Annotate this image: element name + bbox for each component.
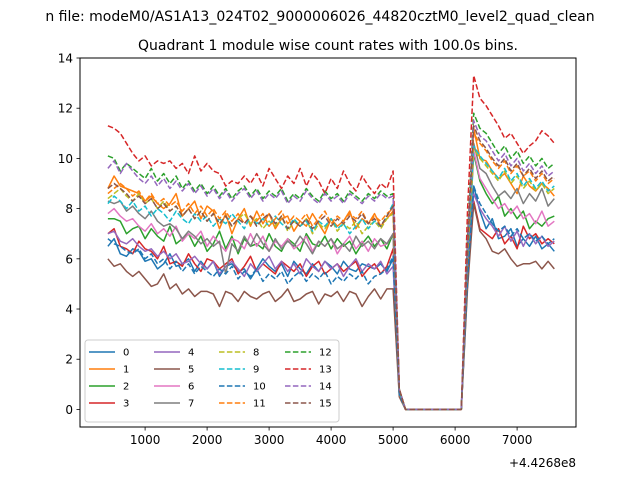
series-line-13 [107, 74, 555, 411]
legend-label-10: 10 [253, 382, 266, 393]
legend-frame [84, 339, 340, 423]
chart-title: Quadrant 1 module wise count rates with … [138, 38, 518, 54]
x-tick-label: 4000 [316, 433, 347, 447]
y-tick-label: 12 [58, 102, 73, 116]
plot-frame [79, 57, 577, 428]
legend-label-0: 0 [123, 348, 129, 359]
legend-label-3: 3 [123, 399, 129, 410]
series-line-15 [107, 125, 555, 411]
legend-label-5: 5 [188, 365, 194, 376]
series-line-5 [107, 202, 555, 411]
x-axis-offset-label: +4.4268e8 [509, 456, 576, 470]
legend-label-12: 12 [319, 348, 332, 359]
legend-label-4: 4 [188, 348, 194, 359]
x-axis-ticks: 1000 2000 3000 4000 5000 6000 7000 [130, 427, 533, 447]
y-tick-label: 0 [65, 403, 73, 417]
series-line-7 [107, 142, 555, 411]
legend-label-7: 7 [188, 399, 194, 410]
series-line-11 [107, 132, 555, 411]
series-line-14 [107, 120, 555, 411]
y-tick-label: 6 [65, 252, 73, 266]
legend-label-11: 11 [253, 399, 266, 410]
x-tick-label: 3000 [254, 433, 285, 447]
y-tick-label: 2 [65, 353, 73, 367]
legend-label-9: 9 [253, 365, 259, 376]
legend-label-2: 2 [123, 382, 129, 393]
series-line-9 [107, 145, 555, 411]
series-lines [107, 74, 555, 411]
series-line-4 [107, 192, 555, 411]
x-tick-label: 2000 [192, 433, 223, 447]
x-tick-label: 7000 [502, 433, 533, 447]
legend-label-15: 15 [319, 399, 332, 410]
x-tick-label: 6000 [440, 433, 471, 447]
legend-label-6: 6 [188, 382, 194, 393]
x-tick-label: 1000 [130, 433, 161, 447]
legend-label-13: 13 [319, 365, 332, 376]
y-tick-label: 10 [58, 152, 73, 166]
series-line-12 [107, 112, 555, 411]
series-line-10 [107, 185, 555, 411]
y-tick-label: 8 [65, 202, 73, 216]
legend-label-14: 14 [319, 382, 332, 393]
y-axis-ticks: 0 2 4 6 8 10 12 14 [58, 52, 80, 417]
figure-suptitle: n file: modeM0/AS1A13_024T02_9000006026_… [45, 9, 594, 25]
y-tick-label: 14 [58, 52, 73, 66]
x-tick-label: 5000 [378, 433, 409, 447]
legend-label-8: 8 [253, 348, 259, 359]
y-tick-label: 4 [65, 303, 73, 317]
legend-label-1: 1 [123, 365, 129, 376]
